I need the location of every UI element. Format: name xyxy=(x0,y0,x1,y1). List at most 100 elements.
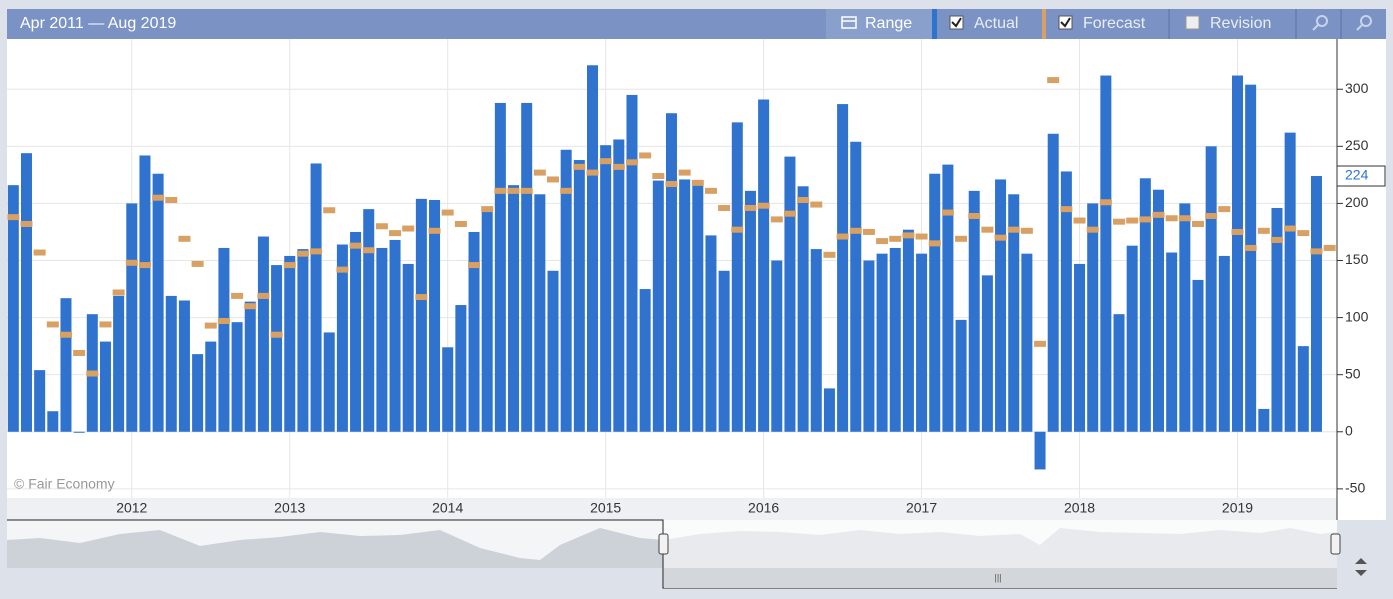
bar xyxy=(850,141,862,432)
forecast-marker xyxy=(757,202,770,209)
separator xyxy=(1295,9,1297,39)
bar xyxy=(521,102,533,432)
forecast-marker xyxy=(520,187,533,194)
bar xyxy=(297,249,309,432)
y-tick-label: 200 xyxy=(1345,194,1369,210)
forecast-marker xyxy=(560,187,573,194)
forecast-marker xyxy=(586,169,599,176)
range-label[interactable]: Range xyxy=(865,15,912,32)
bar xyxy=(1113,314,1125,432)
bar xyxy=(402,263,414,432)
y-tick-label: 50 xyxy=(1345,365,1361,381)
forecast-marker xyxy=(415,294,428,301)
navigator-handle[interactable] xyxy=(658,533,669,555)
bar xyxy=(1008,194,1020,432)
bar xyxy=(1310,176,1322,432)
bar xyxy=(376,247,388,432)
bar xyxy=(916,253,928,432)
y-tick-label: 250 xyxy=(1345,137,1369,153)
forecast-marker xyxy=(402,225,415,232)
zoom-out[interactable] xyxy=(1356,15,1372,31)
forecast-marker xyxy=(889,235,902,242)
y-tick-label: 0 xyxy=(1345,422,1353,438)
bar xyxy=(178,300,190,432)
x-tick-label: 2017 xyxy=(906,500,937,516)
bar xyxy=(758,99,770,432)
resize-arrows[interactable] xyxy=(1355,558,1367,576)
bar xyxy=(415,198,427,432)
forecast-marker xyxy=(547,176,560,183)
separator xyxy=(1340,9,1342,39)
forecast-marker xyxy=(915,233,928,240)
y-tick-label: 150 xyxy=(1345,251,1369,267)
forecast-marker xyxy=(86,370,99,377)
bar xyxy=(139,155,151,432)
bar xyxy=(1258,408,1270,432)
bar xyxy=(1087,203,1099,432)
bar xyxy=(34,370,46,432)
forecast-marker xyxy=(533,169,546,176)
forecast-marker xyxy=(178,235,191,242)
bar xyxy=(1218,255,1230,432)
forecast-marker xyxy=(165,196,178,203)
bar xyxy=(152,173,164,432)
bar xyxy=(837,104,849,432)
bar xyxy=(1074,263,1086,432)
legend-label[interactable]: Actual xyxy=(974,15,1018,32)
navigator-selection[interactable] xyxy=(663,520,1337,568)
forecast-marker xyxy=(1178,215,1191,222)
separator xyxy=(1168,9,1170,39)
forecast-marker xyxy=(902,232,915,239)
x-tick-label: 2014 xyxy=(432,500,463,516)
revision-label[interactable]: Revision xyxy=(1210,15,1271,32)
forecast-marker xyxy=(112,289,125,296)
forecast-marker xyxy=(1284,225,1297,232)
x-axis-band xyxy=(7,498,1337,520)
forecast-marker xyxy=(310,248,323,255)
bar xyxy=(205,341,217,432)
forecast-marker xyxy=(612,163,625,170)
forecast-marker xyxy=(1020,227,1033,234)
forecast-marker xyxy=(691,179,704,186)
x-tick-label: 2013 xyxy=(274,500,305,516)
legend-label[interactable]: Forecast xyxy=(1083,15,1146,32)
x-tick-label: 2019 xyxy=(1222,500,1253,516)
forecast-marker xyxy=(981,226,994,233)
forecast-marker xyxy=(1310,248,1323,255)
scroll-grip: ||| xyxy=(994,572,1001,582)
forecast-marker xyxy=(20,220,33,227)
bar xyxy=(1021,253,1033,432)
x-tick-label: 2012 xyxy=(116,500,147,516)
zoom-in[interactable] xyxy=(1312,15,1328,31)
forecast-marker xyxy=(1139,216,1152,223)
forecast-marker xyxy=(1126,217,1139,224)
bar xyxy=(284,255,296,432)
last-value-label: 224 xyxy=(1345,167,1369,183)
forecast-marker xyxy=(1086,226,1099,233)
forecast-marker xyxy=(968,212,981,219)
forecast-marker xyxy=(823,251,836,258)
bar xyxy=(1231,75,1243,432)
forecast-marker xyxy=(33,249,46,256)
bar xyxy=(60,298,72,432)
bar xyxy=(231,322,243,432)
forecast-marker xyxy=(362,247,375,254)
bar xyxy=(613,139,625,432)
bar xyxy=(126,203,138,432)
range-button[interactable] xyxy=(826,9,932,39)
bar xyxy=(323,332,335,432)
checkbox[interactable] xyxy=(1185,15,1200,30)
scrollbar[interactable] xyxy=(664,568,1337,588)
bar xyxy=(1271,207,1283,432)
bar xyxy=(797,186,809,432)
navigator-handle[interactable] xyxy=(1330,533,1341,555)
forecast-marker xyxy=(1047,77,1060,84)
forecast-marker xyxy=(797,196,810,203)
forecast-marker xyxy=(1099,199,1112,206)
bar xyxy=(626,94,638,432)
marks xyxy=(7,65,1336,470)
forecast-marker xyxy=(1218,206,1231,213)
y-tick-label: -50 xyxy=(1345,480,1365,496)
forecast-marker xyxy=(928,240,941,247)
